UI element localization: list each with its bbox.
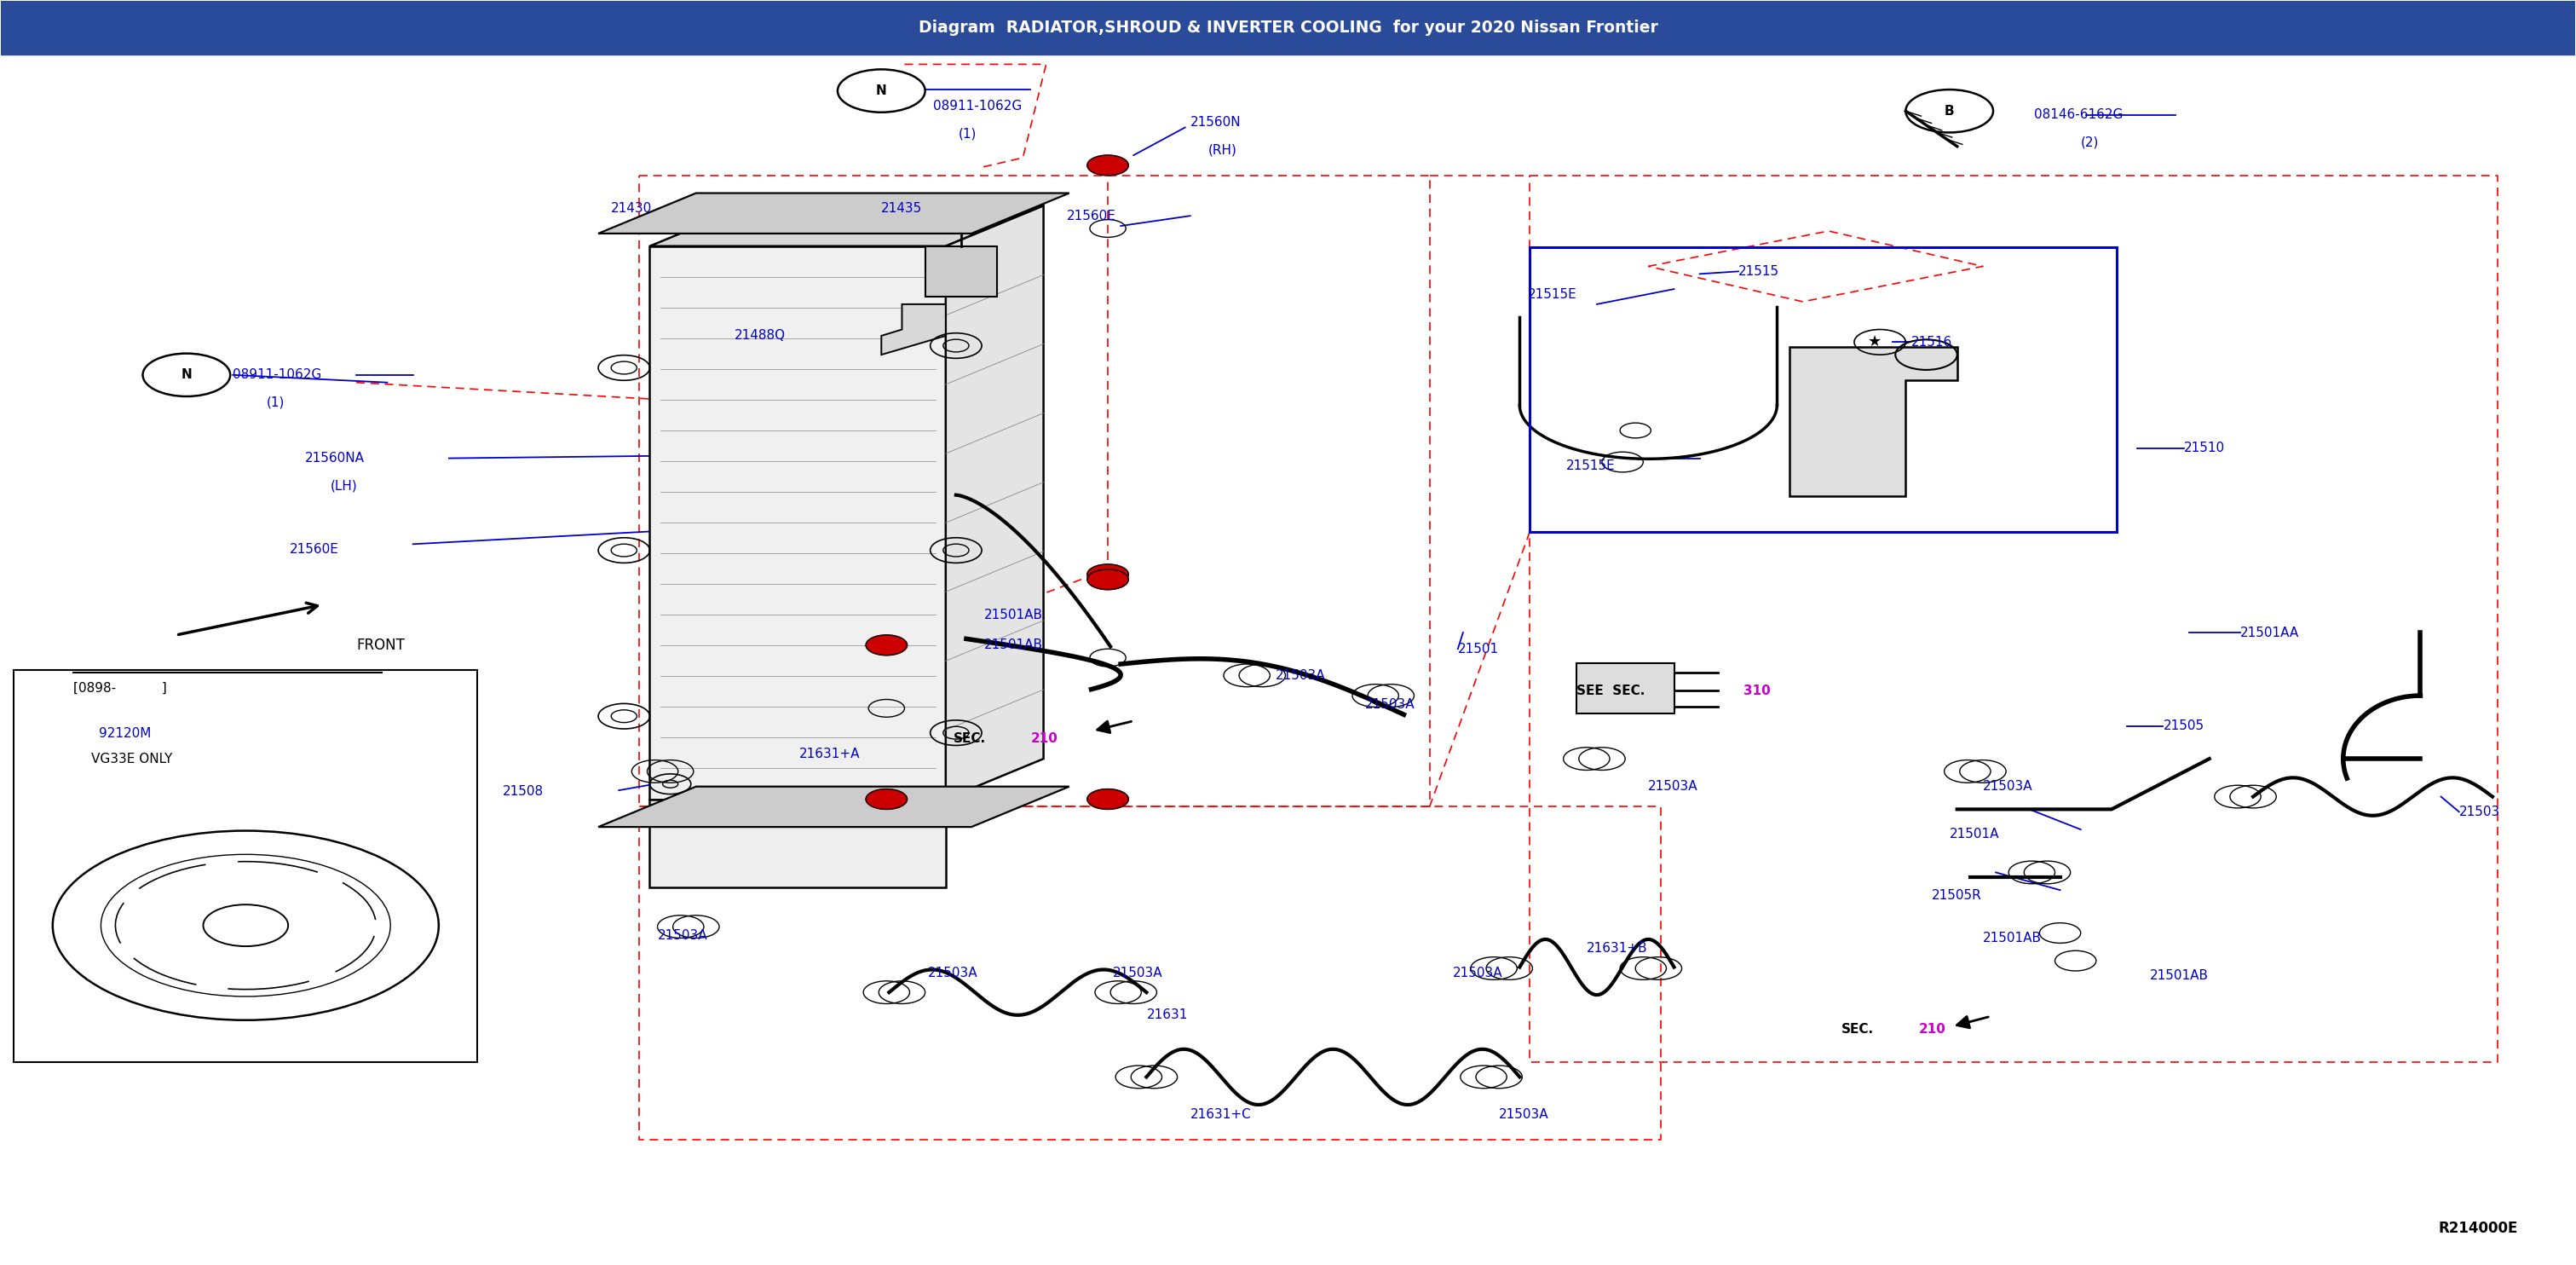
Circle shape: [1087, 569, 1128, 589]
Bar: [13, 670, 477, 1061]
Text: 21501AA: 21501AA: [2241, 626, 2300, 639]
Circle shape: [866, 789, 907, 810]
Text: 21501: 21501: [1458, 643, 1499, 655]
Text: 21503A: 21503A: [1984, 781, 2032, 793]
Text: (LH): (LH): [330, 479, 358, 492]
Text: 21503A: 21503A: [1365, 698, 1414, 711]
Text: 21488Q: 21488Q: [734, 329, 786, 342]
Bar: [925, 247, 997, 296]
Text: 21501AB: 21501AB: [984, 608, 1043, 621]
Text: SEE  SEC.: SEE SEC.: [1577, 684, 1643, 697]
Text: 21501A: 21501A: [1950, 829, 1999, 841]
Text: 08911-1062G: 08911-1062G: [933, 100, 1023, 113]
Text: 21631+C: 21631+C: [1190, 1108, 1252, 1121]
Text: 21515E: 21515E: [1566, 459, 1615, 472]
Text: SEC.: SEC.: [1842, 1022, 1873, 1035]
Text: 21515E: 21515E: [1528, 287, 1577, 301]
Text: (RH): (RH): [1208, 144, 1236, 157]
Bar: [0, 1, 2576, 54]
Text: 21435: 21435: [881, 202, 922, 215]
Text: 21501AB: 21501AB: [984, 639, 1043, 651]
Polygon shape: [598, 194, 1069, 234]
Text: 21510: 21510: [2184, 441, 2226, 454]
Text: 21516: 21516: [1911, 335, 1953, 348]
Text: (1): (1): [265, 396, 283, 409]
Text: 21430: 21430: [611, 202, 652, 215]
Text: B: B: [1945, 105, 1955, 118]
Text: 21560NA: 21560NA: [304, 452, 366, 464]
Text: 21503A: 21503A: [657, 929, 708, 942]
Text: 21515: 21515: [1739, 264, 1780, 278]
Polygon shape: [945, 206, 1043, 799]
Text: (2): (2): [2081, 137, 2099, 149]
Text: ★: ★: [1868, 334, 1880, 349]
Polygon shape: [649, 247, 945, 799]
Text: [0898-           ]: [0898- ]: [72, 682, 167, 694]
Polygon shape: [881, 304, 945, 354]
Text: 21505R: 21505R: [1932, 889, 1981, 902]
Text: FRONT: FRONT: [355, 638, 404, 653]
Polygon shape: [598, 787, 1069, 827]
Polygon shape: [649, 206, 1043, 247]
Text: N: N: [180, 368, 193, 381]
Circle shape: [1087, 156, 1128, 176]
Circle shape: [1087, 564, 1128, 584]
Text: (1): (1): [958, 128, 976, 140]
Circle shape: [866, 635, 907, 655]
Text: 21560E: 21560E: [289, 543, 340, 555]
Text: 21503A: 21503A: [927, 966, 979, 980]
Text: 210: 210: [1919, 1022, 1945, 1035]
Text: 21560N: 21560N: [1190, 116, 1242, 129]
Text: 21631+A: 21631+A: [799, 748, 860, 760]
Polygon shape: [1790, 347, 1958, 496]
Text: 21503A: 21503A: [1499, 1108, 1548, 1121]
Text: 21503A: 21503A: [1453, 966, 1502, 980]
Text: 21505: 21505: [2164, 720, 2205, 732]
Text: 21503A: 21503A: [1275, 669, 1324, 682]
Text: SEC.: SEC.: [953, 732, 987, 745]
Text: R214000E: R214000E: [2439, 1221, 2519, 1236]
Text: 21631+B: 21631+B: [1587, 941, 1649, 955]
Text: 92120M: 92120M: [98, 727, 152, 740]
Text: 21631: 21631: [1146, 1008, 1188, 1021]
Text: 21560E: 21560E: [1066, 210, 1115, 223]
Text: 21501AB: 21501AB: [1984, 931, 2043, 945]
Text: N: N: [876, 85, 886, 97]
Text: 21503A: 21503A: [1649, 781, 1698, 793]
Text: 08911-1062G: 08911-1062G: [232, 368, 322, 381]
Text: 21503A: 21503A: [1113, 966, 1162, 980]
Text: 210: 210: [1030, 732, 1059, 745]
Bar: [1530, 248, 2117, 531]
Text: 21508: 21508: [502, 786, 544, 798]
Text: Diagram  RADIATOR,SHROUD & INVERTER COOLING  for your 2020 Nissan Frontier: Diagram RADIATOR,SHROUD & INVERTER COOLI…: [917, 19, 1659, 35]
Text: 21501AB: 21501AB: [2151, 969, 2210, 983]
Bar: [1577, 663, 1674, 713]
Text: VG33E ONLY: VG33E ONLY: [90, 753, 173, 765]
Text: 08146-6162G: 08146-6162G: [2035, 109, 2123, 121]
Text: 310: 310: [1744, 684, 1770, 697]
Text: 21503: 21503: [2460, 806, 2501, 818]
Polygon shape: [649, 799, 945, 888]
Circle shape: [1087, 789, 1128, 810]
